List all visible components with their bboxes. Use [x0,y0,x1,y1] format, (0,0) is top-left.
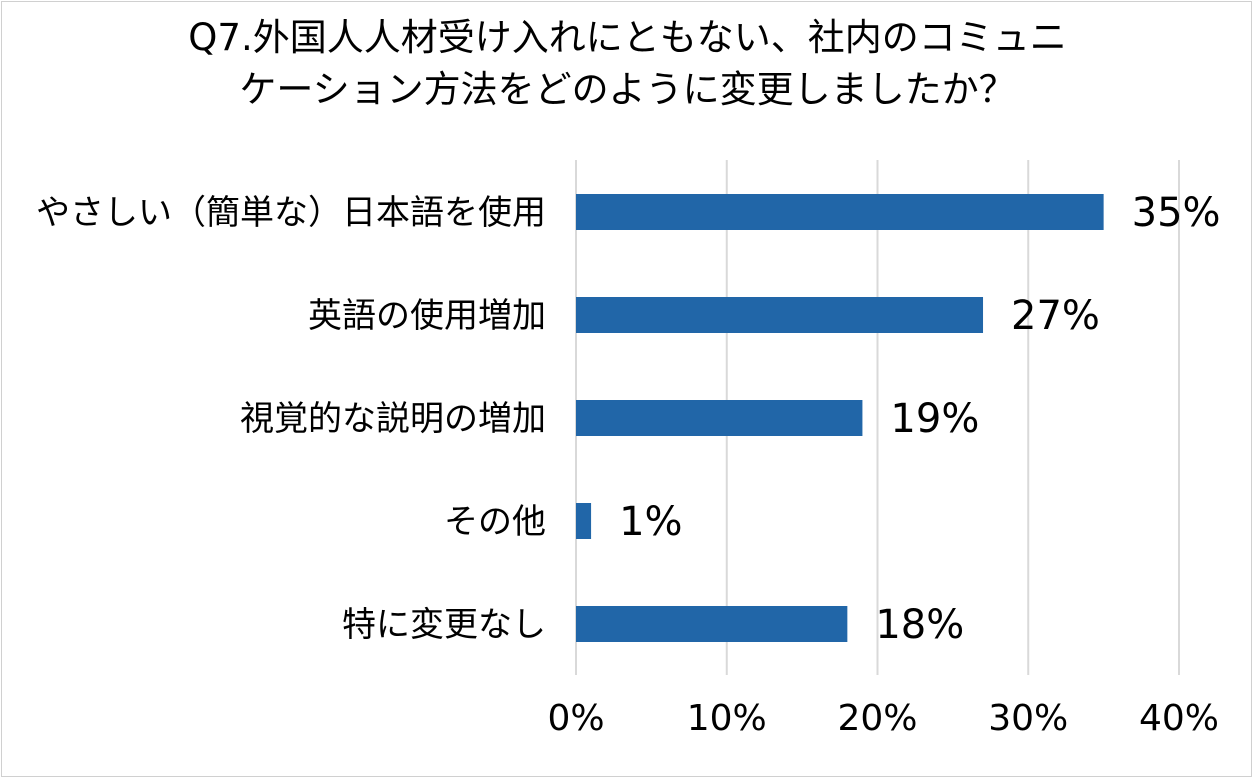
bar [576,297,984,333]
x-tick-label: 40% [1139,698,1219,739]
category-label: やさしい（簡単な）日本語を使用 [36,193,546,233]
x-tick-label: 30% [988,698,1068,739]
chart-title-line-1: Q7.外国人人材受け入れにともない、社内のコミュニ [188,16,1067,59]
bar [576,194,1104,230]
x-tick-label: 20% [837,698,917,739]
chart-title-line-2: ケーション方法をどのように変更しましたか？ [239,68,1016,111]
value-label: 35% [1132,190,1221,236]
category-label: 視覚的な説明の増加 [240,399,546,439]
bar [576,503,592,539]
value-label: 19% [890,396,979,442]
bar [576,606,848,642]
category-label: 特に変更なし [342,605,546,645]
value-label: 1% [619,499,682,545]
chart-title: Q7.外国人人材受け入れにともない、社内のコミュニ ケーション方法をどのように変… [0,12,1255,116]
value-label: 27% [1011,293,1100,339]
x-tick-label: 10% [687,698,767,739]
bar [576,400,863,436]
x-tick-label: 0% [547,698,604,739]
value-label: 18% [875,602,964,648]
category-label: その他 [444,502,546,542]
category-label: 英語の使用増加 [308,296,546,336]
